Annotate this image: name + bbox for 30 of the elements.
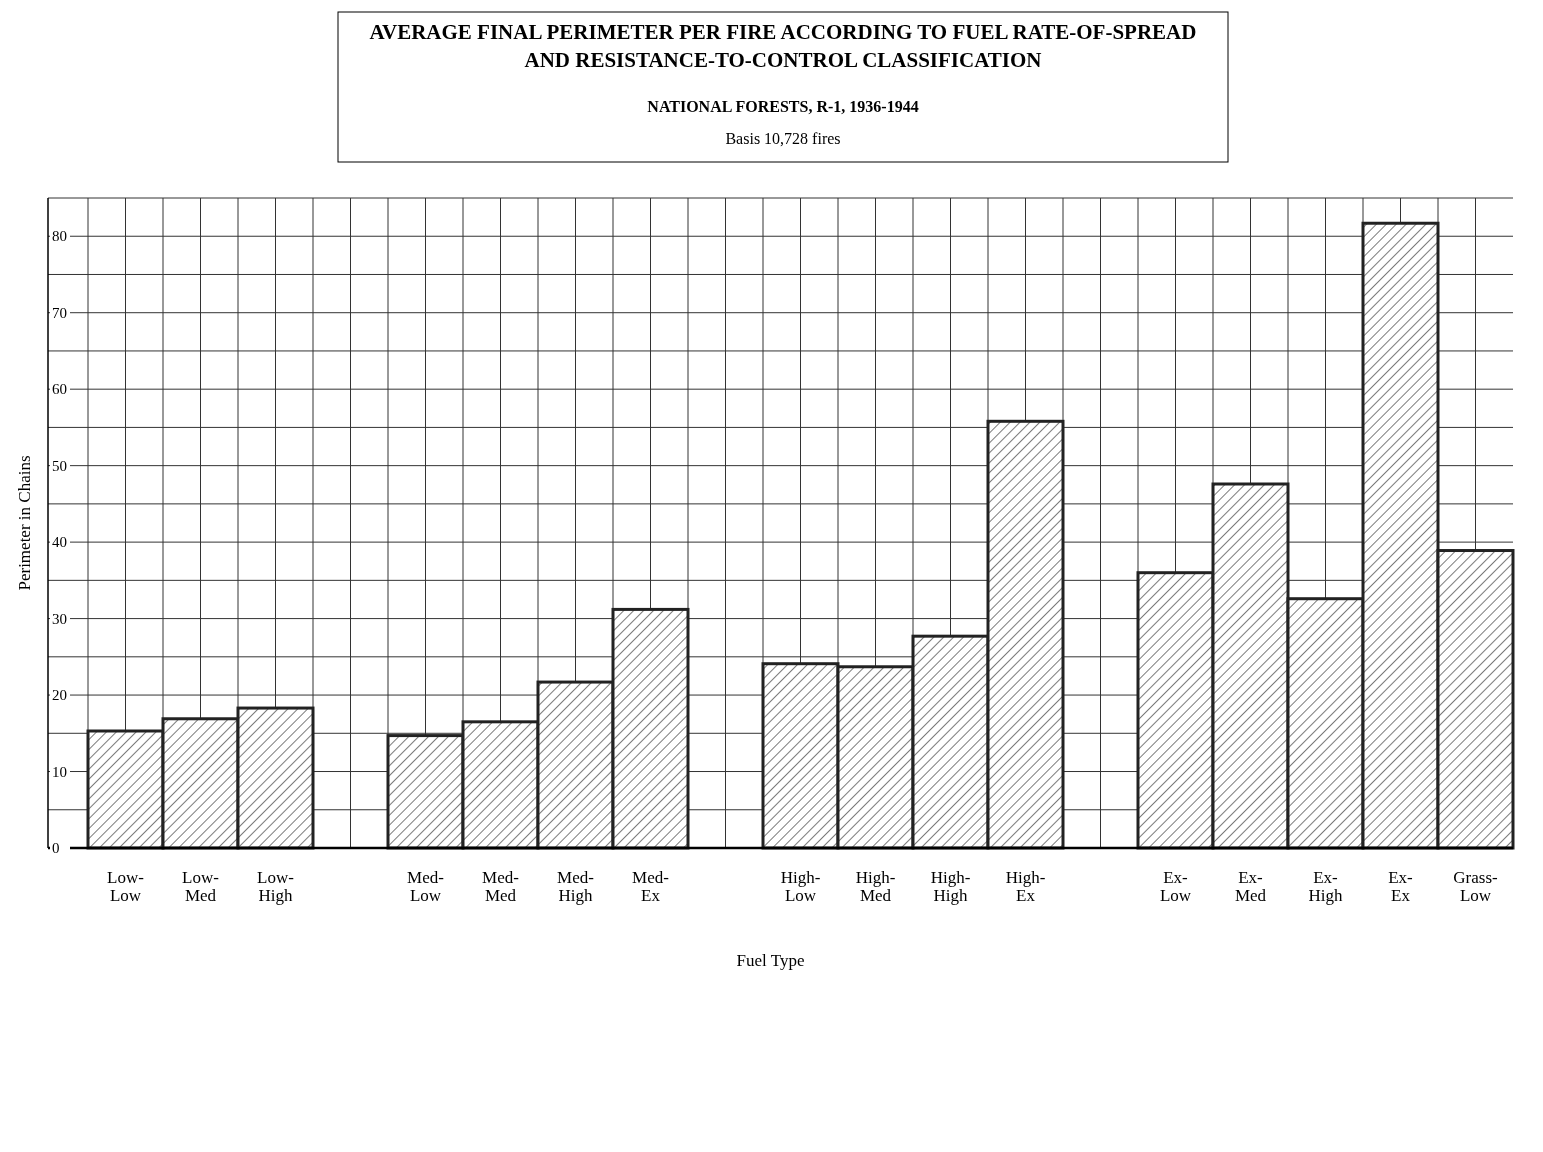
x-tick-label: Ex-High <box>1308 868 1343 905</box>
x-tick-label: Med-Ex <box>632 868 670 905</box>
chart-subtitle: NATIONAL FORESTS, R-1, 1936-1944 <box>647 98 919 115</box>
x-tick-label: High-Ex <box>1005 868 1046 905</box>
x-tick-label: Low-Med <box>182 868 220 905</box>
x-tick-label: High-Med <box>855 868 896 905</box>
x-tick-label: Med-Med <box>482 868 520 905</box>
x-axis-title: Fuel Type <box>736 951 805 970</box>
text: Basis 10,728 fires <box>725 130 841 147</box>
y-tick-label: 70 <box>52 304 67 321</box>
y-tick-label: 50 <box>52 457 67 474</box>
y-tick-label: 40 <box>52 534 67 551</box>
y-tick-label: 80 <box>52 228 67 245</box>
y-tick-label: 10 <box>52 763 67 780</box>
x-tick-label: Low-High <box>257 868 295 905</box>
x-tick-label: Ex-Low <box>1159 868 1192 905</box>
x-tick-label: High-High <box>930 868 971 905</box>
x-tick-label: Med-Low <box>407 868 445 905</box>
x-tick-label: High-Low <box>780 868 821 905</box>
x-tick-label: Low-Low <box>107 868 145 905</box>
chart-title: AVERAGE FINAL PERIMETER PER FIRE ACCORDING TO FUEL RATE-OF-SPREAD AND RESISTANCE-TO-CONTROL CLASSIFICATION <box>368 19 1198 74</box>
x-tick-label: Med-High <box>557 868 595 905</box>
x-tick-label: Grass-Low <box>1453 868 1499 905</box>
y-tick-label: 30 <box>52 610 67 627</box>
y-tick-label: 20 <box>52 687 67 704</box>
y-tick-label: 0 <box>52 840 60 857</box>
y-axis-title: Perimeter in Chains <box>15 455 34 591</box>
x-tick-label: Ex-Ex <box>1388 868 1414 905</box>
y-tick-label: 60 <box>52 381 67 398</box>
x-tick-label: Ex-Med <box>1234 868 1267 905</box>
